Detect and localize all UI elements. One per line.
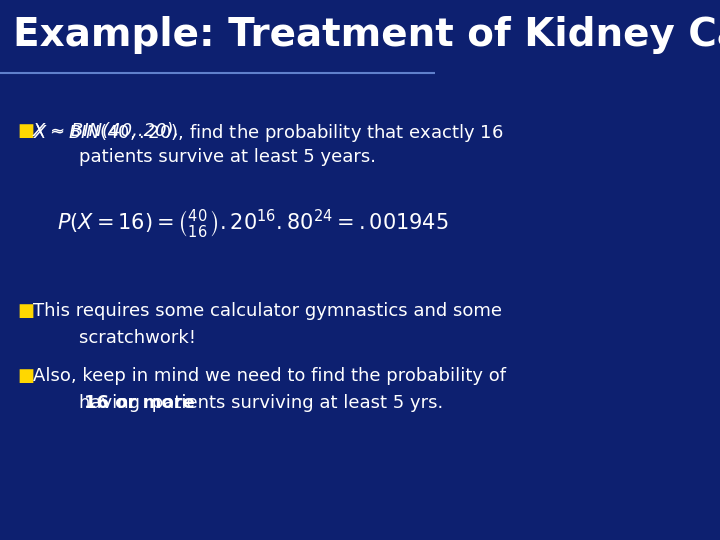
Text: ■: ■: [17, 302, 35, 320]
Text: X ∼ BIN(40,.20),  find the probability that exactly 16: X ∼ BIN(40,.20), find the probability th…: [32, 122, 505, 139]
Text: patients survive at least 5 years.: patients survive at least 5 years.: [32, 148, 376, 166]
Text: scratchwork!: scratchwork!: [32, 329, 196, 347]
Text: Example: Treatment of Kidney Cancer: Example: Treatment of Kidney Cancer: [13, 16, 720, 54]
Text: 16 or more: 16 or more: [84, 394, 194, 412]
FancyBboxPatch shape: [0, 0, 435, 73]
Text: ■: ■: [17, 122, 35, 139]
Text: Also, keep in mind we need to find the probability of: Also, keep in mind we need to find the p…: [32, 367, 505, 385]
Text: $X \sim BIN(40,.20)$, find the probability that exactly 16: $X \sim BIN(40,.20)$, find the probabili…: [32, 122, 503, 144]
Text: X ∼ BIN(40,.20),: X ∼ BIN(40,.20),: [32, 122, 180, 139]
Text: having: having: [32, 394, 145, 412]
Text: $P(X=16) = \binom{40}{16}.20^{16}.80^{24} = .001945$: $P(X=16) = \binom{40}{16}.20^{16}.80^{24…: [57, 208, 448, 241]
Text: This requires some calculator gymnastics and some: This requires some calculator gymnastics…: [32, 302, 502, 320]
Text: patients surviving at least 5 yrs.: patients surviving at least 5 yrs.: [145, 394, 443, 412]
Text: ■: ■: [17, 367, 35, 385]
